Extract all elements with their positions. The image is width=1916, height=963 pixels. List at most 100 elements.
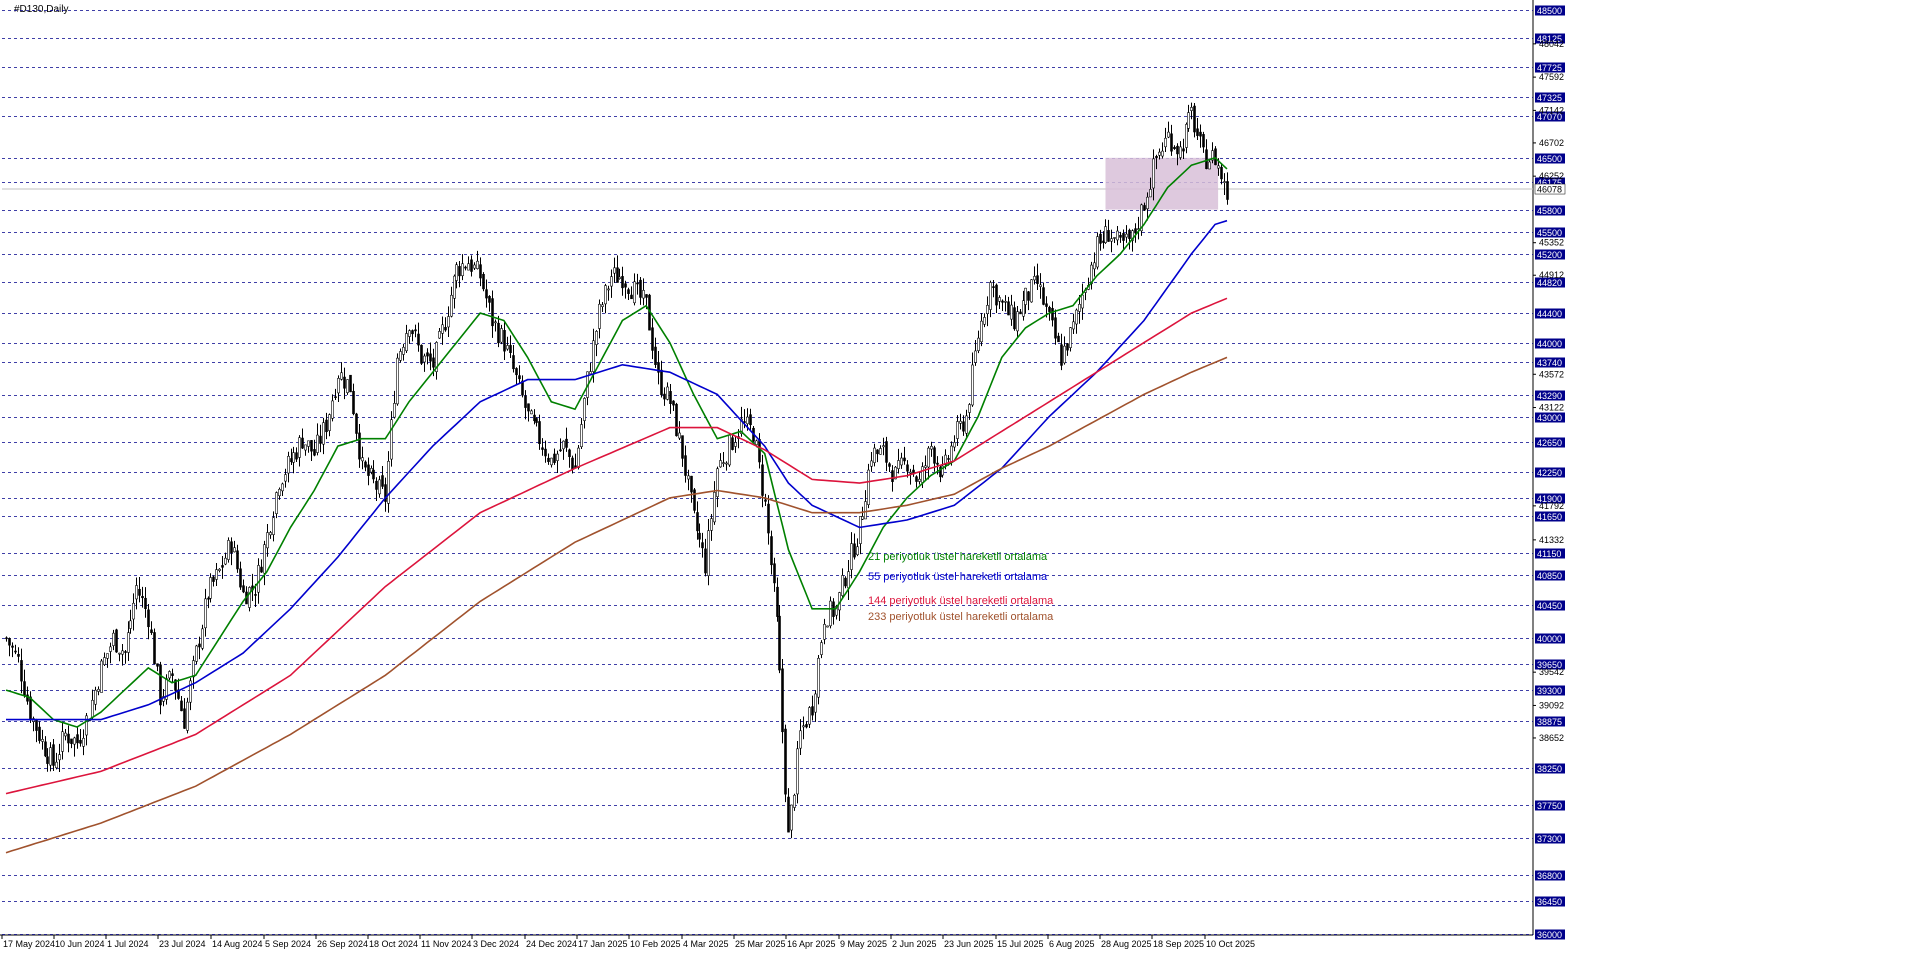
candle-body [796,748,799,795]
candle-body [1072,321,1075,330]
candle-body [64,732,67,737]
candle-body [1033,276,1036,281]
candle-body [257,565,260,593]
candle-body [479,264,482,279]
candle-body [372,469,375,480]
candle-body [1104,226,1107,243]
candle-body [1202,134,1205,148]
candle-body [1093,262,1096,270]
candle-body [583,398,586,421]
candle-body [767,503,770,534]
candle-body [959,420,962,424]
candle-body [248,587,251,608]
price-level-label: 41900 [1537,494,1562,504]
price-level-box [1535,548,1565,559]
x-tick-label: 10 Jun 2024 [55,939,105,949]
candle-body [660,369,663,396]
candle-body [642,290,645,299]
x-tick-label: 28 Aug 2025 [1101,939,1152,949]
price-level-label: 44820 [1537,278,1562,288]
candle-body [156,663,159,667]
chart-title: #D130,Daily [14,4,68,15]
price-level-box [1535,600,1565,611]
candle-body [29,696,32,721]
x-tick-label: 18 Oct 2024 [369,939,418,949]
candle-body [458,266,461,277]
candle-body [728,434,731,466]
candle-body [906,464,909,472]
price-level-box [1535,177,1565,188]
candle-body [426,352,429,357]
candle-body [55,761,58,769]
candle-body [367,464,370,476]
candle-body [1030,279,1033,303]
legend-label-1: 55 periyotluk üstel hareketli ortalama [868,571,1048,583]
candle-body [414,329,417,332]
price-level-box [1535,685,1565,696]
candle-body [651,327,654,351]
price-level-box [1535,467,1565,478]
price-level-label: 36000 [1537,930,1562,940]
current-price-box [1534,183,1566,195]
candle-body [310,440,313,452]
candle-body [76,734,79,744]
time-axis: 17 May 2024 10 Jun 2024 1 Jul 2024 23 Jul 2… [1,935,1255,949]
candle-body [524,395,527,408]
legend-label-0: 21 periyotluk üstel hareketli ortalama [868,551,1048,563]
candle-body [361,457,364,462]
candle-body [295,452,298,460]
candle-body [52,744,55,766]
candle-body [1057,335,1060,343]
candle-body [740,418,743,434]
candle-body [393,403,396,418]
candle-body [127,632,130,653]
price-level-label: 43000 [1537,413,1562,423]
candle-body [1128,229,1131,239]
candle-body [316,434,319,453]
x-tick-label: 14 Aug 2024 [212,939,263,949]
candle-body [947,458,950,460]
candle-body [1149,189,1152,198]
candle-body [669,391,672,405]
price-level-box [1535,62,1565,73]
candle-body [381,475,384,487]
candle-body [301,437,304,449]
price-level-label: 47070 [1537,112,1562,122]
candle-body [784,728,787,795]
candle-body [5,637,8,640]
candle-body [645,294,648,298]
candle-body [396,357,399,405]
candle-body [604,285,607,305]
candle-body [263,544,266,574]
price-level-label: 37750 [1537,801,1562,811]
candle-body [67,733,70,744]
candle-body [153,632,156,665]
candle-body [444,327,447,331]
candle-body [696,512,699,532]
candle-body [313,449,316,456]
candle-body [568,449,571,458]
candle-body [1131,230,1134,241]
candle-body [971,364,974,406]
legend: 21 periyotluk üstel hareketli ortalama 55… [868,551,1054,623]
candle-body [758,439,761,463]
price-level-label: 41650 [1537,512,1562,522]
candle-body [1004,300,1007,303]
candle-body [1066,343,1069,351]
x-tick-label: 23 Jun 2025 [944,939,994,949]
price-tick-label: 45352 [1539,238,1564,248]
candle-body [14,650,17,653]
price-level-box [1535,493,1565,504]
price-level-box [1535,511,1565,522]
x-tick-label: 10 Feb 2025 [630,939,681,949]
candle-body [856,546,859,556]
candle-body [189,680,192,703]
candle-body [571,457,574,470]
candle-body [1113,237,1116,239]
candle-body [639,279,642,298]
candle-body [233,547,236,553]
candle-body [8,638,11,646]
candle-body [663,393,666,400]
candle-body [331,400,334,419]
